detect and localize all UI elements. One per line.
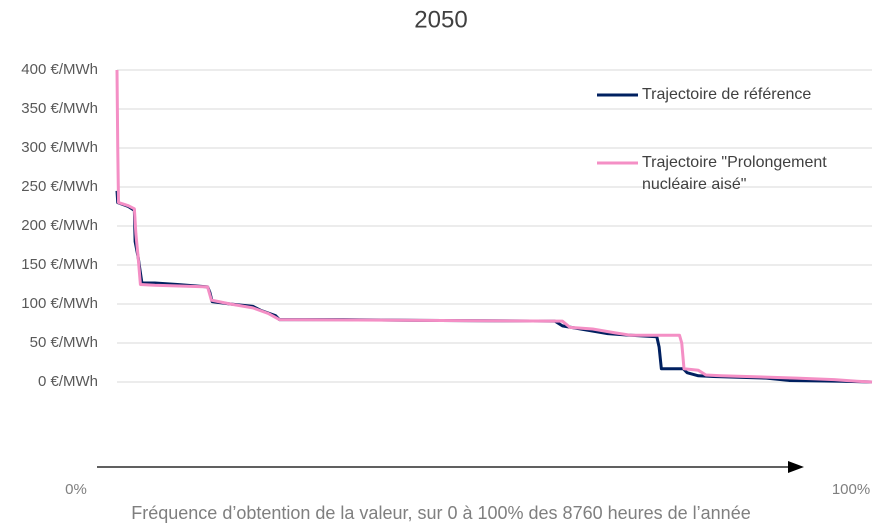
x-tick-label: 0% — [65, 481, 87, 498]
series-line — [115, 69, 873, 384]
chart-title: 2050 — [414, 6, 467, 33]
legend-label: Trajectoire "Prolongement nucléaire aisé… — [642, 154, 827, 193]
legend-label: Trajectoire de référence — [642, 86, 812, 103]
y-tick-label: 300 €/MWh — [21, 139, 98, 156]
y-tick-label: 50 €/MWh — [30, 334, 98, 351]
y-tick-label: 100 €/MWh — [21, 295, 98, 312]
y-tick-label: 400 €/MWh — [21, 61, 98, 78]
y-tick-label: 350 €/MWh — [21, 100, 98, 117]
x-axis-label: Fréquence d’obtention de la valeur, sur … — [131, 503, 750, 523]
y-tick-label: 150 €/MWh — [21, 256, 98, 273]
y-tick-label: 0 €/MWh — [38, 373, 98, 390]
y-tick-label: 200 €/MWh — [21, 217, 98, 234]
x-tick-label: 100% — [832, 481, 870, 498]
y-tick-label: 250 €/MWh — [21, 178, 98, 195]
series-line — [115, 190, 873, 384]
axis-arrow-head — [788, 461, 804, 473]
